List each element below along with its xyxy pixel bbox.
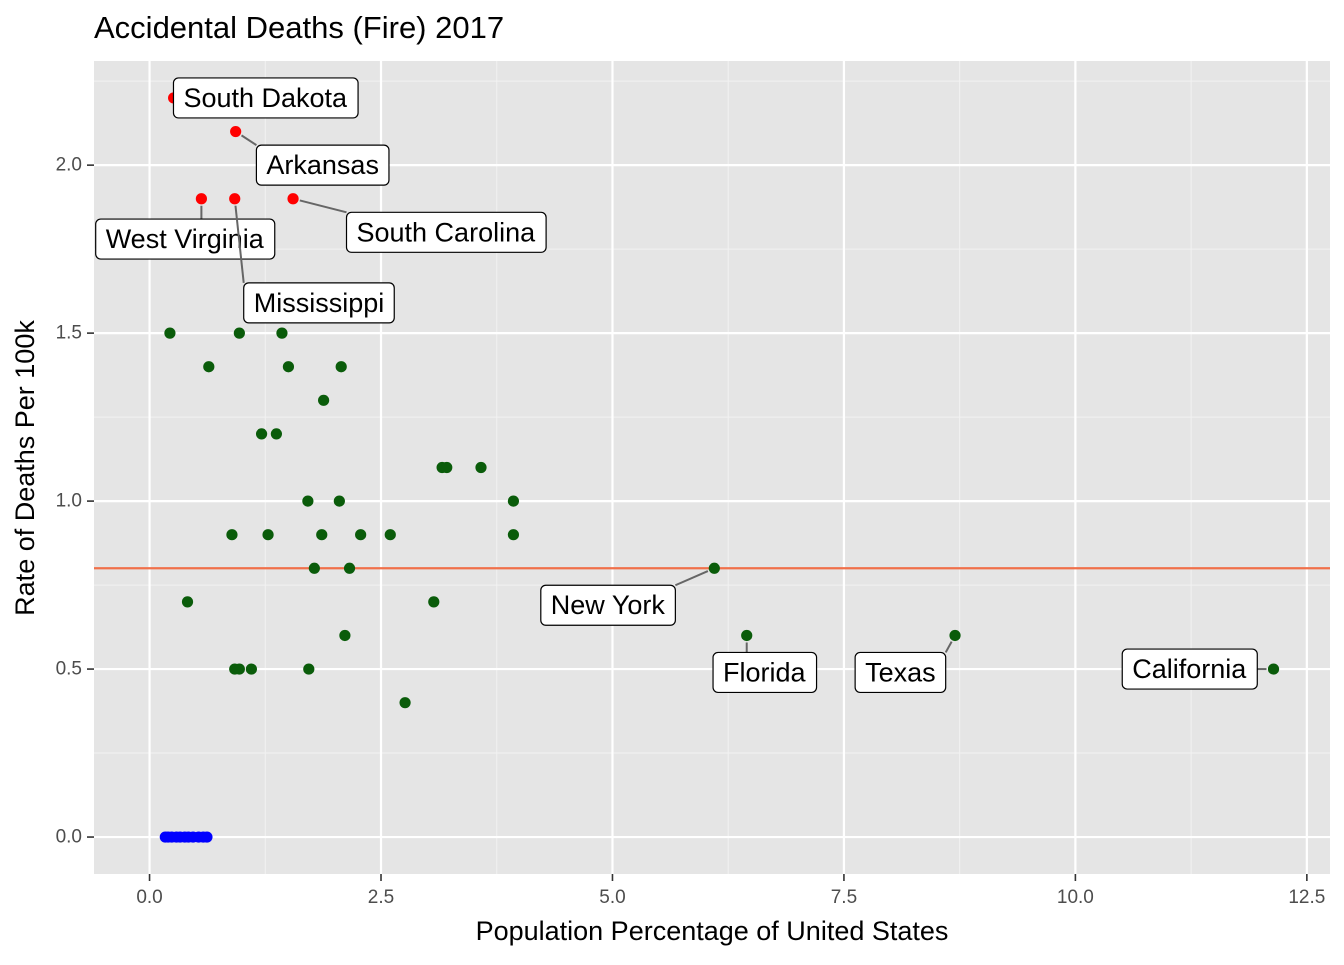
annotation: South Carolina (299, 199, 547, 253)
data-point (245, 663, 257, 675)
data-point (384, 529, 396, 541)
data-point (230, 125, 242, 138)
y-tick-label: 0.0 (56, 827, 82, 848)
annotation-connector (299, 199, 347, 214)
data-point (316, 529, 328, 541)
data-point (181, 596, 194, 608)
data-point (1267, 663, 1280, 675)
annotation: California (1121, 648, 1267, 690)
annotation-box (243, 282, 395, 324)
data-point (308, 562, 320, 574)
annotation: West Virginia (95, 205, 276, 260)
annotation: Florida (712, 642, 818, 694)
point-annotations: South Dakota Arkansas South Carolina West V… (95, 77, 1267, 694)
data-point (262, 529, 274, 541)
data-point (507, 495, 520, 507)
x-tick-label: 2.5 (368, 887, 394, 908)
y-tick-label: 1.0 (56, 491, 82, 512)
data-point (318, 394, 330, 406)
data-point (303, 663, 315, 675)
x-tick-label: 7.5 (831, 887, 857, 908)
chart-title: Accidental Deaths (Fire) 2017 (94, 10, 504, 45)
plot-panel (94, 61, 1330, 874)
annotation-label: South Dakota (183, 83, 348, 113)
annotation: Texas (854, 641, 953, 694)
x-tick-label: 12.5 (1288, 887, 1325, 908)
annotation: South Dakota (172, 77, 359, 119)
data-points (159, 92, 1280, 843)
data-point (164, 327, 176, 339)
annotation-connector (944, 641, 953, 653)
annotation-box (255, 144, 390, 186)
annotation-label: South Carolina (357, 217, 537, 247)
data-point (282, 361, 295, 373)
data-point (335, 361, 347, 373)
data-point (441, 461, 453, 474)
annotation-box (172, 77, 359, 119)
data-point (201, 831, 213, 843)
data-point (302, 495, 314, 507)
y-axis-ticks: 0.0 0.5 1.0 1.5 2.0 (56, 155, 94, 848)
y-tick-label: 0.5 (56, 659, 82, 680)
data-point (255, 428, 268, 440)
data-point (333, 495, 345, 507)
data-point (287, 193, 299, 205)
annotation-label: New York (551, 590, 666, 620)
data-point (475, 461, 487, 474)
minor-gridlines (94, 61, 1330, 874)
annotation-box (345, 211, 547, 253)
annotation-label: Mississippi (254, 288, 385, 318)
data-point (195, 193, 207, 205)
data-point (741, 629, 753, 642)
data-point (949, 629, 961, 642)
data-point (229, 193, 241, 205)
data-point (507, 529, 520, 541)
x-axis-ticks: 0.0 2.5 5.0 7.5 10.0 12.5 (136, 874, 1325, 908)
annotation-box (712, 651, 818, 694)
data-point (226, 529, 238, 541)
data-point (428, 596, 440, 608)
annotation: New York (540, 570, 709, 626)
data-point (233, 663, 245, 675)
annotation-box (854, 651, 947, 694)
data-point (203, 361, 215, 373)
data-point (339, 629, 351, 642)
annotation: Mississippi (234, 205, 395, 324)
annotation-label: Texas (865, 657, 936, 687)
annotation-connector (240, 134, 257, 146)
x-tick-label: 5.0 (599, 887, 625, 908)
annotation-label: Florida (723, 657, 807, 687)
data-point (276, 327, 288, 339)
annotation-box (1121, 648, 1258, 690)
y-tick-label: 2.0 (56, 155, 82, 176)
data-point (343, 562, 356, 574)
data-point (355, 529, 367, 541)
annotation-box (95, 218, 276, 260)
x-tick-label: 0.0 (136, 887, 162, 908)
data-point (233, 327, 245, 339)
x-tick-label: 10.0 (1057, 887, 1094, 908)
y-axis-title: Rate of Deaths Per 100k (10, 320, 40, 616)
annotation-connector (674, 570, 709, 587)
annotation-label: California (1132, 654, 1247, 684)
data-point (708, 562, 720, 574)
data-point (270, 428, 282, 440)
annotation-box (540, 584, 676, 626)
y-tick-label: 1.5 (56, 323, 82, 344)
data-point (399, 697, 411, 709)
annotation-connector (234, 205, 245, 283)
annotation-label: Arkansas (266, 150, 379, 180)
annotation: Arkansas (240, 134, 390, 186)
x-axis-title: Population Percentage of United States (476, 916, 949, 946)
